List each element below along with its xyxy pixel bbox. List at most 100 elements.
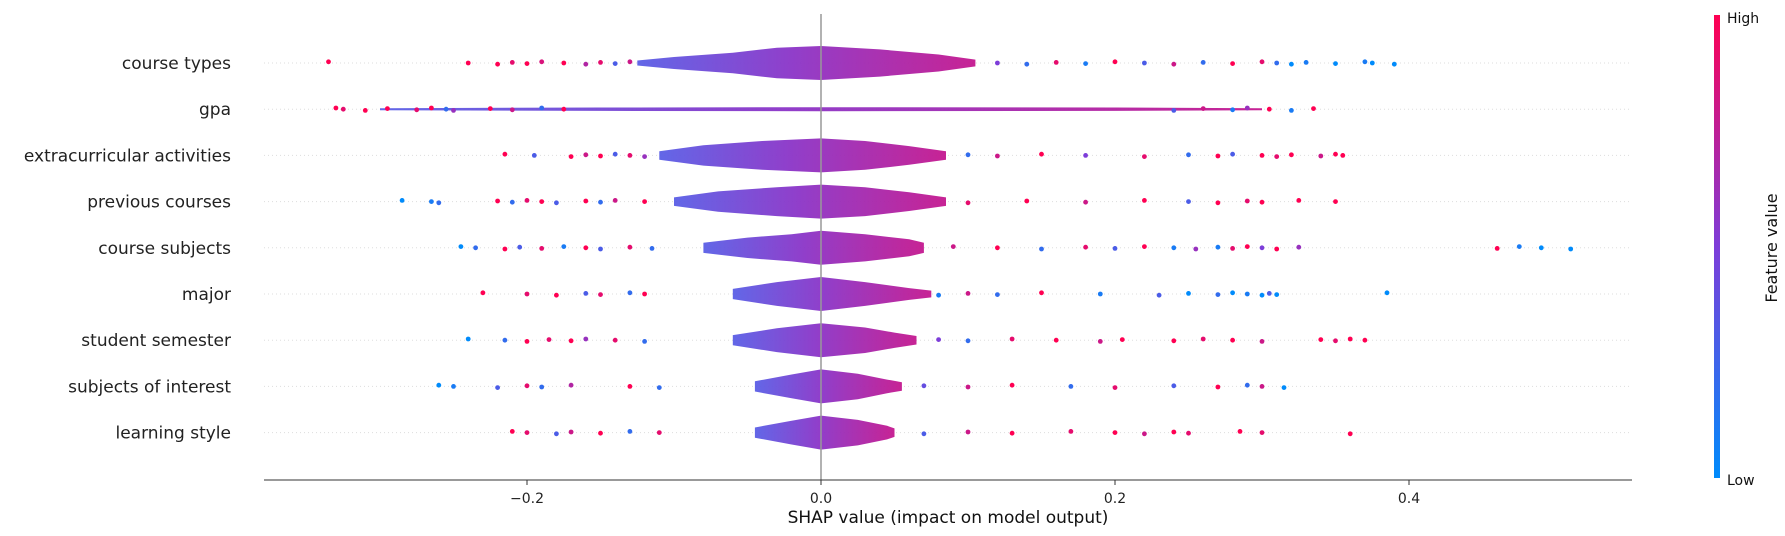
feature-label-course-types: course types [122, 54, 231, 74]
point-subjects-of-interest [436, 382, 442, 388]
point-extracurricular-activities [642, 154, 647, 160]
point-learning-style [1068, 429, 1074, 434]
point-course-subjects [1193, 246, 1199, 252]
point-course-subjects [1142, 244, 1147, 250]
point-subjects-of-interest [495, 385, 500, 390]
point-learning-style [921, 431, 927, 437]
point-course-subjects [502, 246, 508, 252]
point-course-subjects [1296, 244, 1302, 250]
point-extracurricular-activities [568, 154, 574, 160]
x-axis-title: SHAP value (impact on model output) [788, 508, 1109, 528]
point-subjects-of-interest [656, 385, 662, 390]
point-student-semester [965, 338, 971, 344]
point-extracurricular-activities [995, 153, 1000, 159]
point-major [936, 292, 941, 298]
point-extracurricular-activities [1142, 154, 1147, 160]
point-course-types [598, 60, 603, 65]
point-course-subjects [1039, 246, 1044, 252]
point-previous-courses [509, 199, 515, 205]
point-previous-courses [642, 199, 647, 205]
point-subjects-of-interest [1244, 382, 1250, 388]
point-course-types [1230, 61, 1235, 66]
violin-extracurricular-activities [659, 138, 946, 173]
point-subjects-of-interest [1112, 385, 1118, 390]
point-learning-style [1171, 429, 1177, 435]
point-subjects-of-interest [1009, 382, 1015, 388]
point-course-types [1274, 60, 1280, 66]
point-student-semester [1318, 337, 1324, 342]
point-course-types [509, 60, 515, 65]
violin-learning-style [754, 415, 895, 450]
point-extracurricular-activities [1039, 151, 1044, 157]
point-course-subjects [1230, 246, 1235, 251]
point-student-semester [1230, 337, 1235, 343]
point-student-semester [1097, 339, 1103, 344]
point-course-subjects [627, 244, 633, 250]
point-gpa [1311, 106, 1316, 111]
point-course-types [583, 61, 589, 67]
point-course-types [995, 60, 1000, 66]
point-extracurricular-activities [531, 153, 537, 158]
point-major [1186, 291, 1191, 296]
point-previous-courses [429, 199, 434, 205]
point-course-subjects [1171, 245, 1177, 251]
point-major [1039, 290, 1044, 296]
point-course-types [1289, 61, 1294, 67]
point-course-types [612, 61, 618, 66]
point-learning-style [1142, 431, 1147, 437]
point-subjects-of-interest [1215, 384, 1221, 390]
feature-labels: course types gpa extracurricular activitie… [24, 54, 231, 444]
point-extracurricular-activities [1083, 153, 1088, 158]
point-student-semester [1119, 337, 1125, 342]
point-previous-courses [1215, 200, 1221, 206]
x-tick-label: 0.0 [810, 491, 832, 507]
point-gpa [1289, 108, 1294, 113]
point-learning-style [656, 430, 662, 435]
point-extracurricular-activities [1215, 153, 1221, 159]
point-previous-courses [436, 200, 442, 206]
point-gpa [451, 108, 456, 113]
point-learning-style [524, 430, 530, 435]
row-guides [264, 62, 1632, 434]
point-course-subjects [539, 246, 545, 251]
point-major [1230, 290, 1235, 296]
point-major [965, 291, 971, 296]
point-course-subjects [561, 244, 567, 250]
point-subjects-of-interest [539, 384, 545, 390]
point-course-types [1024, 61, 1030, 67]
point-course-subjects [950, 244, 956, 250]
point-subjects-of-interest [627, 384, 633, 389]
point-student-semester [568, 338, 574, 344]
point-extracurricular-activities [502, 151, 508, 157]
point-major [627, 290, 633, 296]
point-subjects-of-interest [1171, 383, 1177, 389]
x-tick-label: 0.4 [1398, 491, 1420, 507]
point-course-types [1303, 60, 1309, 65]
x-tick-label: 0.2 [1104, 491, 1126, 507]
point-extracurricular-activities [1186, 152, 1191, 158]
point-course-subjects [517, 244, 523, 250]
point-course-subjects [649, 246, 655, 251]
point-student-semester [1009, 336, 1015, 342]
point-gpa [1266, 106, 1272, 112]
point-previous-courses [524, 198, 530, 203]
point-course-subjects [1494, 246, 1500, 251]
point-learning-style [965, 429, 971, 435]
point-previous-courses [1333, 199, 1338, 205]
point-course-subjects [1215, 244, 1221, 250]
point-major [1274, 292, 1280, 297]
point-course-subjects [1538, 245, 1544, 251]
point-major [480, 290, 486, 296]
point-gpa [333, 105, 339, 111]
point-course-types [1171, 61, 1177, 67]
points-layer [326, 59, 1574, 437]
point-learning-style [1186, 430, 1191, 436]
point-course-subjects [1244, 244, 1250, 250]
point-course-types [561, 60, 567, 66]
point-gpa [487, 106, 493, 111]
point-course-types [495, 61, 500, 67]
x-axis: −0.2 0.0 0.2 0.4 [264, 479, 1632, 507]
colorbar: High Low Feature value [1714, 11, 1781, 489]
point-subjects-of-interest [1068, 384, 1074, 389]
